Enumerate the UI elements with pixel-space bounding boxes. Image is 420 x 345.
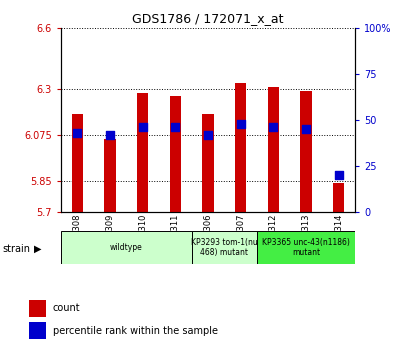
Text: percentile rank within the sample: percentile rank within the sample (53, 326, 218, 336)
Point (237, 121, 244, 126)
Text: wildtype: wildtype (110, 243, 143, 252)
Point (74, 130, 81, 136)
Text: ▶: ▶ (34, 244, 42, 254)
Bar (257, 231, 355, 264)
Bar (268, 87, 279, 212)
Point (270, 125, 277, 130)
Point (335, 172, 342, 178)
Point (107, 132, 113, 137)
Bar (202, 114, 214, 212)
Bar (192, 231, 257, 264)
Point (139, 125, 146, 130)
Bar (333, 184, 344, 212)
Point (205, 132, 211, 137)
Bar (104, 139, 116, 212)
Point (302, 126, 309, 132)
Bar (29, 300, 45, 317)
Point (172, 125, 178, 130)
Text: count: count (53, 303, 81, 313)
Bar (137, 93, 148, 212)
Bar (235, 83, 246, 212)
Text: KP3365 unc-43(n1186)
mutant: KP3365 unc-43(n1186) mutant (262, 238, 350, 257)
Text: KP3293 tom-1(nu
468) mutant: KP3293 tom-1(nu 468) mutant (191, 238, 257, 257)
Bar (71, 114, 83, 212)
Bar (29, 322, 45, 339)
Bar (61, 231, 192, 264)
Text: strain: strain (2, 244, 30, 254)
Title: GDS1786 / 172071_x_at: GDS1786 / 172071_x_at (132, 12, 284, 25)
Bar (300, 91, 312, 212)
Bar (170, 96, 181, 212)
